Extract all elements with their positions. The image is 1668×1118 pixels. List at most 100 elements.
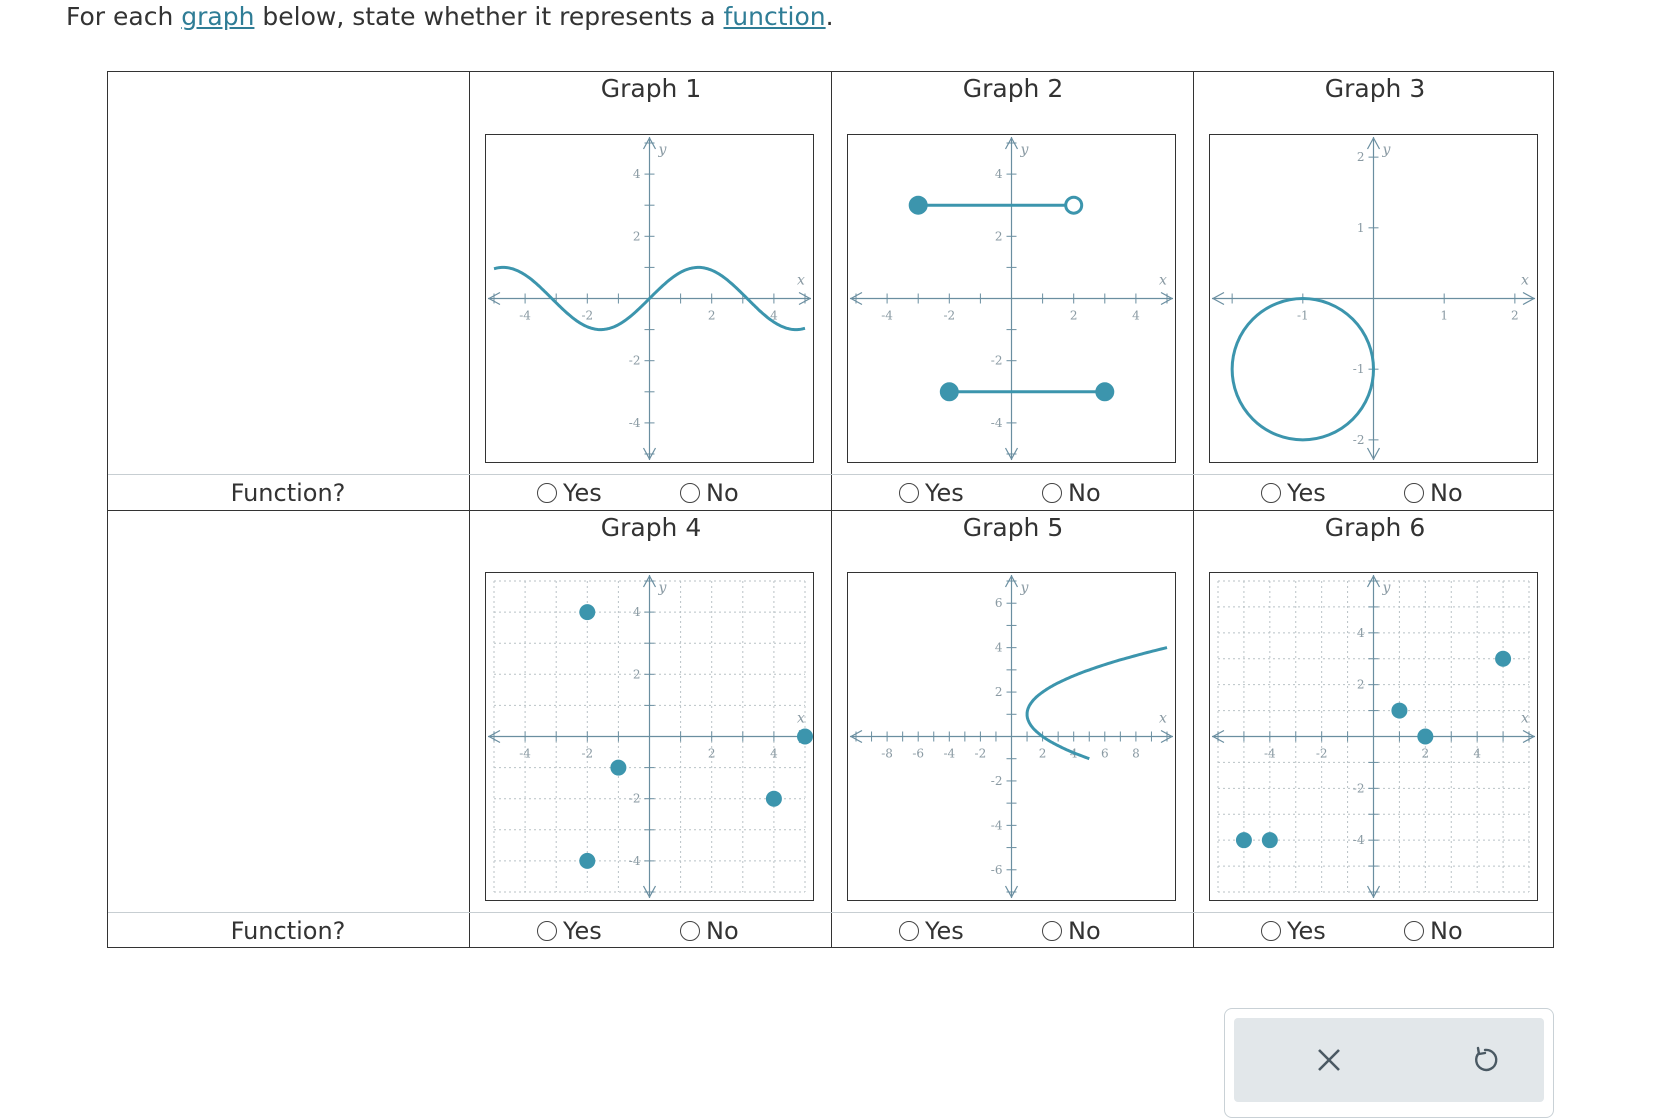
instruction-text-start: For each [66,2,182,31]
x-tick-label: 2 [1422,747,1430,761]
yes-label: Yes [1287,479,1326,507]
sine-curve [493,265,806,332]
graph-2-no-radio[interactable]: No [1042,479,1101,507]
x-axis-arrow-right [798,291,812,306]
graph-link[interactable]: graph [181,2,255,31]
graph-6-title: Graph 6 [1324,513,1426,542]
x-axis-arrow-left [1211,291,1225,306]
closed-endpoint [908,195,928,215]
column-divider [1193,72,1194,947]
graph-1-no-radio[interactable]: No [680,479,739,507]
y-tick-label: 4 [633,167,641,181]
y-axis-arrow-down [1004,447,1019,461]
no-label: No [1430,917,1463,945]
function-link[interactable]: function [723,2,826,31]
y-axis-arrow-down [1366,447,1381,461]
graph-4-no-radio[interactable]: No [680,917,739,945]
x-axis-label: x [1159,711,1167,727]
y-axis-label: y [1020,142,1030,158]
radio-circle [1404,483,1424,503]
y-axis-arrow-up [642,574,657,588]
graph-2-yes-radio[interactable]: Yes [899,479,964,507]
closed-endpoint [1095,382,1115,402]
y-axis-label: y [1382,142,1392,158]
x-tick-label: -2 [943,309,955,323]
x-tick-label: 4 [770,747,778,761]
x-axis-label: x [1521,711,1529,727]
data-point [765,790,782,807]
y-tick-label: 1 [1357,221,1365,235]
radio-circle [680,921,700,941]
y-axis-arrow-down [642,885,657,899]
instruction: For each graph below, state whether it r… [66,0,834,34]
reset-button[interactable] [1461,1036,1509,1084]
graph-1-title: Graph 1 [600,74,702,103]
x-tick-label: -8 [881,747,893,761]
x-axis-arrow-right [1160,729,1174,744]
open-endpoint [1064,195,1084,215]
x-axis-arrow-left [849,729,863,744]
x-axis-arrow-right [1160,291,1174,306]
x-axis-arrow-left [1211,729,1225,744]
y-tick-label: -6 [991,863,1003,877]
x-tick-label: 2 [1511,309,1519,323]
column-divider [831,72,832,947]
graph-6-plot: -4 -2 2 4 4 2 -2 -4 x y [1209,572,1538,901]
y-tick-label: 2 [1357,678,1365,692]
toolbar-background [1234,1018,1544,1102]
x-axis-arrow-right [1522,729,1536,744]
row-divider-light [108,474,1553,475]
y-tick-label: 2 [1357,150,1365,164]
x-axis-label: x [797,273,805,289]
yes-label: Yes [563,917,602,945]
x-tick-label: 6 [1101,747,1109,761]
yes-label: Yes [563,479,602,507]
x-tick-label: -4 [519,309,531,323]
y-tick-label: -2 [629,354,641,368]
x-tick-label: 2 [708,747,716,761]
graph-4-yes-radio[interactable]: Yes [537,917,602,945]
yes-label: Yes [925,917,964,945]
y-tick-label: 6 [995,596,1003,610]
no-label: No [1068,917,1101,945]
graph-3-no-radio[interactable]: No [1404,479,1463,507]
radio-circle [537,483,557,503]
graph-3-yes-radio[interactable]: Yes [1261,479,1326,507]
x-tick-label: -4 [519,747,531,761]
y-tick-label: -2 [629,792,641,806]
y-tick-label: 2 [633,229,641,243]
y-axis-label: y [1020,580,1030,596]
undo-icon [1475,1046,1498,1072]
x-axis-arrow-left [487,291,501,306]
y-tick-label: -2 [1353,433,1365,447]
closed-endpoint [939,382,959,402]
no-label: No [1430,479,1463,507]
data-point [1261,832,1278,849]
y-tick-label: -4 [991,818,1003,832]
graph-4-plot: -4 -2 2 4 4 2 -2 -4 x y [485,572,814,901]
x-tick-label: 2 [1070,309,1078,323]
graph-5-yes-radio[interactable]: Yes [899,917,964,945]
x-tick-label: -6 [912,747,924,761]
graph-6-yes-radio[interactable]: Yes [1261,917,1326,945]
yes-label: Yes [1287,917,1326,945]
y-tick-label: -4 [991,416,1003,430]
x-tick-label: -2 [975,747,987,761]
graph-6-no-radio[interactable]: No [1404,917,1463,945]
x-tick-label: -2 [1316,747,1328,761]
clear-button[interactable] [1305,1036,1353,1084]
x-tick-label: 1 [1440,309,1448,323]
y-tick-label: -1 [1353,362,1365,376]
close-icon [1318,1049,1340,1071]
y-tick-label: 4 [995,641,1003,655]
x-tick-label: 4 [1132,309,1140,323]
y-tick-label: -2 [991,354,1003,368]
graph-1-yes-radio[interactable]: Yes [537,479,602,507]
y-axis-arrow-down [1004,885,1019,899]
yes-label: Yes [925,479,964,507]
graph-5-no-radio[interactable]: No [1042,917,1101,945]
function-row-label-2: Function? [230,917,346,945]
answer-toolbar [1224,1008,1554,1118]
radio-circle [1404,921,1424,941]
y-tick-label: -4 [1353,833,1365,847]
